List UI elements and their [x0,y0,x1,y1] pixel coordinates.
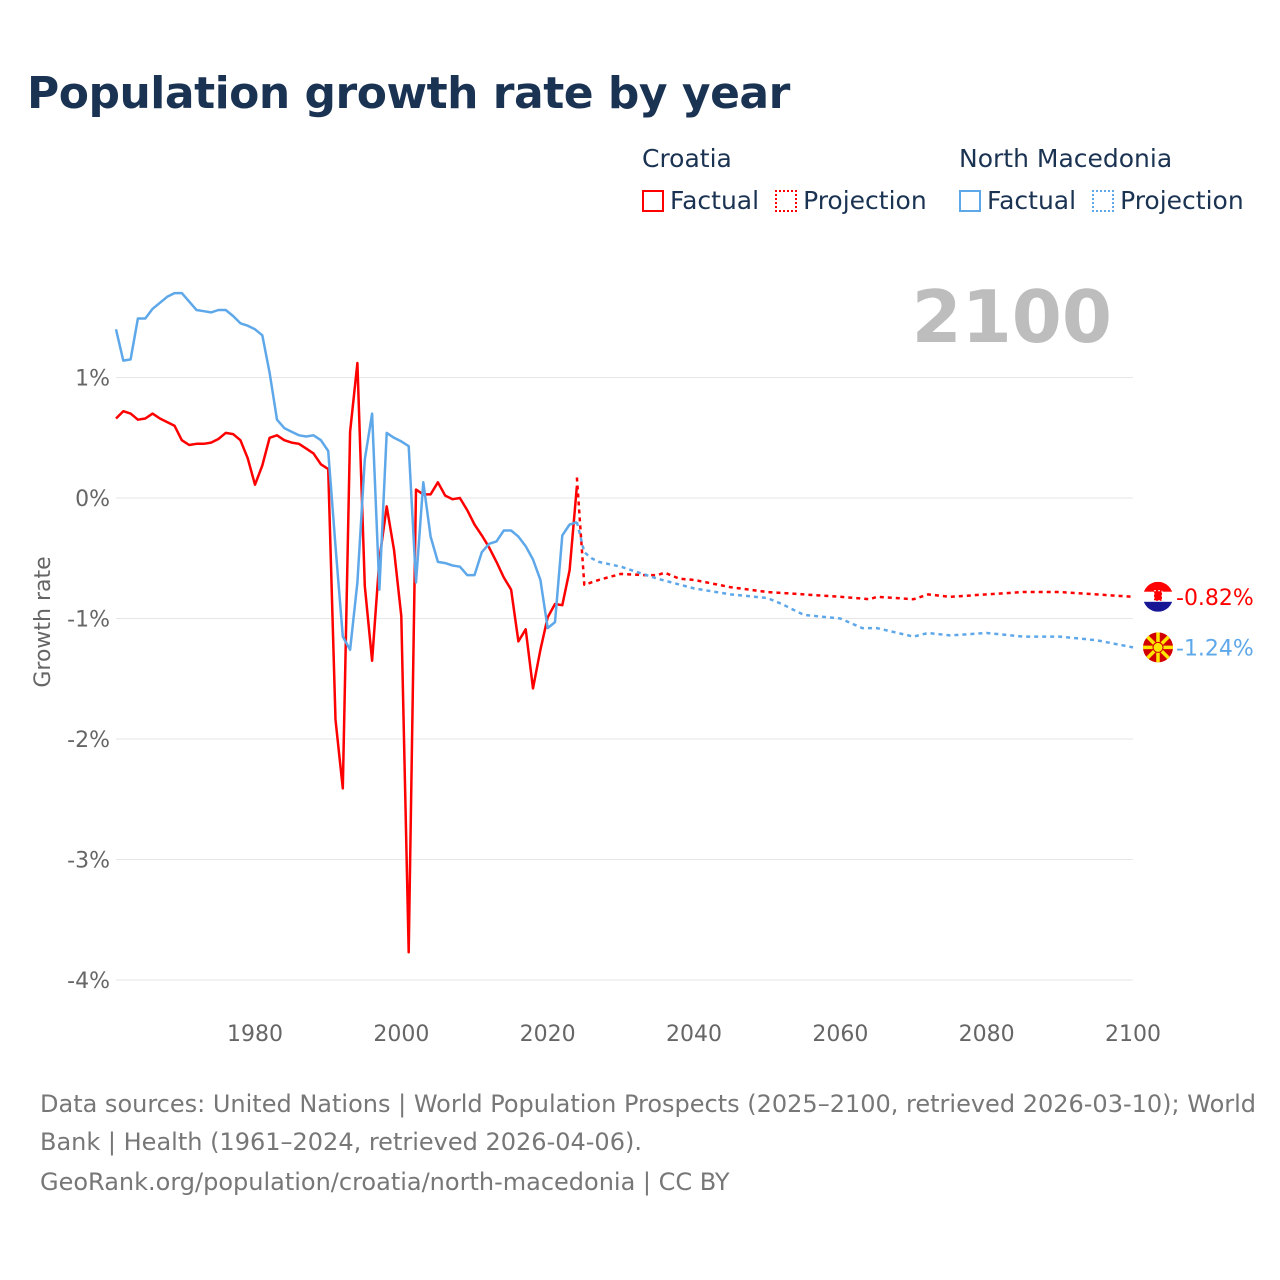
legend-croatia-projection[interactable]: Projection [775,186,927,215]
legend-north-macedonia-projection[interactable]: Projection [1092,186,1244,215]
north-macedonia-projection-line [575,521,1134,649]
legend-croatia-factual[interactable]: Factual [642,186,759,215]
x-tick-label: 2040 [666,1022,722,1047]
y-tick-label: -1% [67,608,110,633]
end-value-label: -0.82% [1176,586,1254,611]
x-tick-label: 2020 [520,1022,576,1047]
flag-stripe-red [1143,581,1173,592]
legend-croatia-items: Factual Projection [642,186,927,215]
x-tick-label: 2060 [812,1022,868,1047]
north-macedonia-flag-icon [1143,632,1173,663]
x-tick-label: 1980 [227,1022,283,1047]
x-tick-label: 2000 [373,1022,429,1047]
croatia-projection-line [575,477,1134,601]
legend-label: Factual [987,186,1077,215]
solid-swatch-icon [959,189,981,212]
flag-body [1143,581,1173,612]
y-axis-label: Growth rate [31,556,56,687]
dotted-swatch-icon [1092,189,1115,212]
footer-attribution-link[interactable]: GeoRank.org/population/croatia/north-mac… [40,1168,730,1196]
legend-label: Projection [1120,186,1244,215]
y-tick-label: 0% [75,487,110,512]
line-chart: 2100 1% 0% -1% -2% -3% -4% 1980 2000 2020 2040 206… [31,275,1254,1047]
north-macedonia-factual-line [114,291,578,652]
legend-label: Factual [670,186,760,215]
legend-north-macedonia-items: Factual Projection [959,186,1244,215]
solid-swatch-icon [642,189,664,212]
flag-body [1143,632,1173,663]
legend-group-croatia: Croatia [642,144,732,173]
legend-group-north-macedonia: North Macedonia [959,144,1173,173]
flag-sun [1152,641,1164,653]
x-tick-label: 2100 [1105,1022,1161,1047]
end-value-label: -1.24% [1176,636,1254,661]
y-tick-label: -4% [67,969,110,994]
legend-north-macedonia-factual[interactable]: Factual [959,186,1076,215]
y-tick-label: 1% [75,367,110,392]
y-tick-label: -2% [67,728,110,753]
chart-title: Population growth rate by year [27,68,790,119]
legend-label: Projection [803,186,927,215]
footer-sources-line1: Data sources: United Nations | World Pop… [40,1090,1257,1118]
year-watermark: 2100 [912,275,1112,359]
croatia-factual-line [115,361,579,954]
footer-sources-line2: Bank | Health (1961–2024, retrieved 2026… [40,1128,642,1156]
y-tick-label: -3% [67,849,110,874]
flag-coat-of-arms [1153,590,1163,602]
croatia-flag-icon [1143,581,1173,612]
flag-stripe-blue [1143,601,1173,612]
dotted-swatch-icon [775,189,798,212]
x-tick-label: 2080 [959,1022,1015,1047]
